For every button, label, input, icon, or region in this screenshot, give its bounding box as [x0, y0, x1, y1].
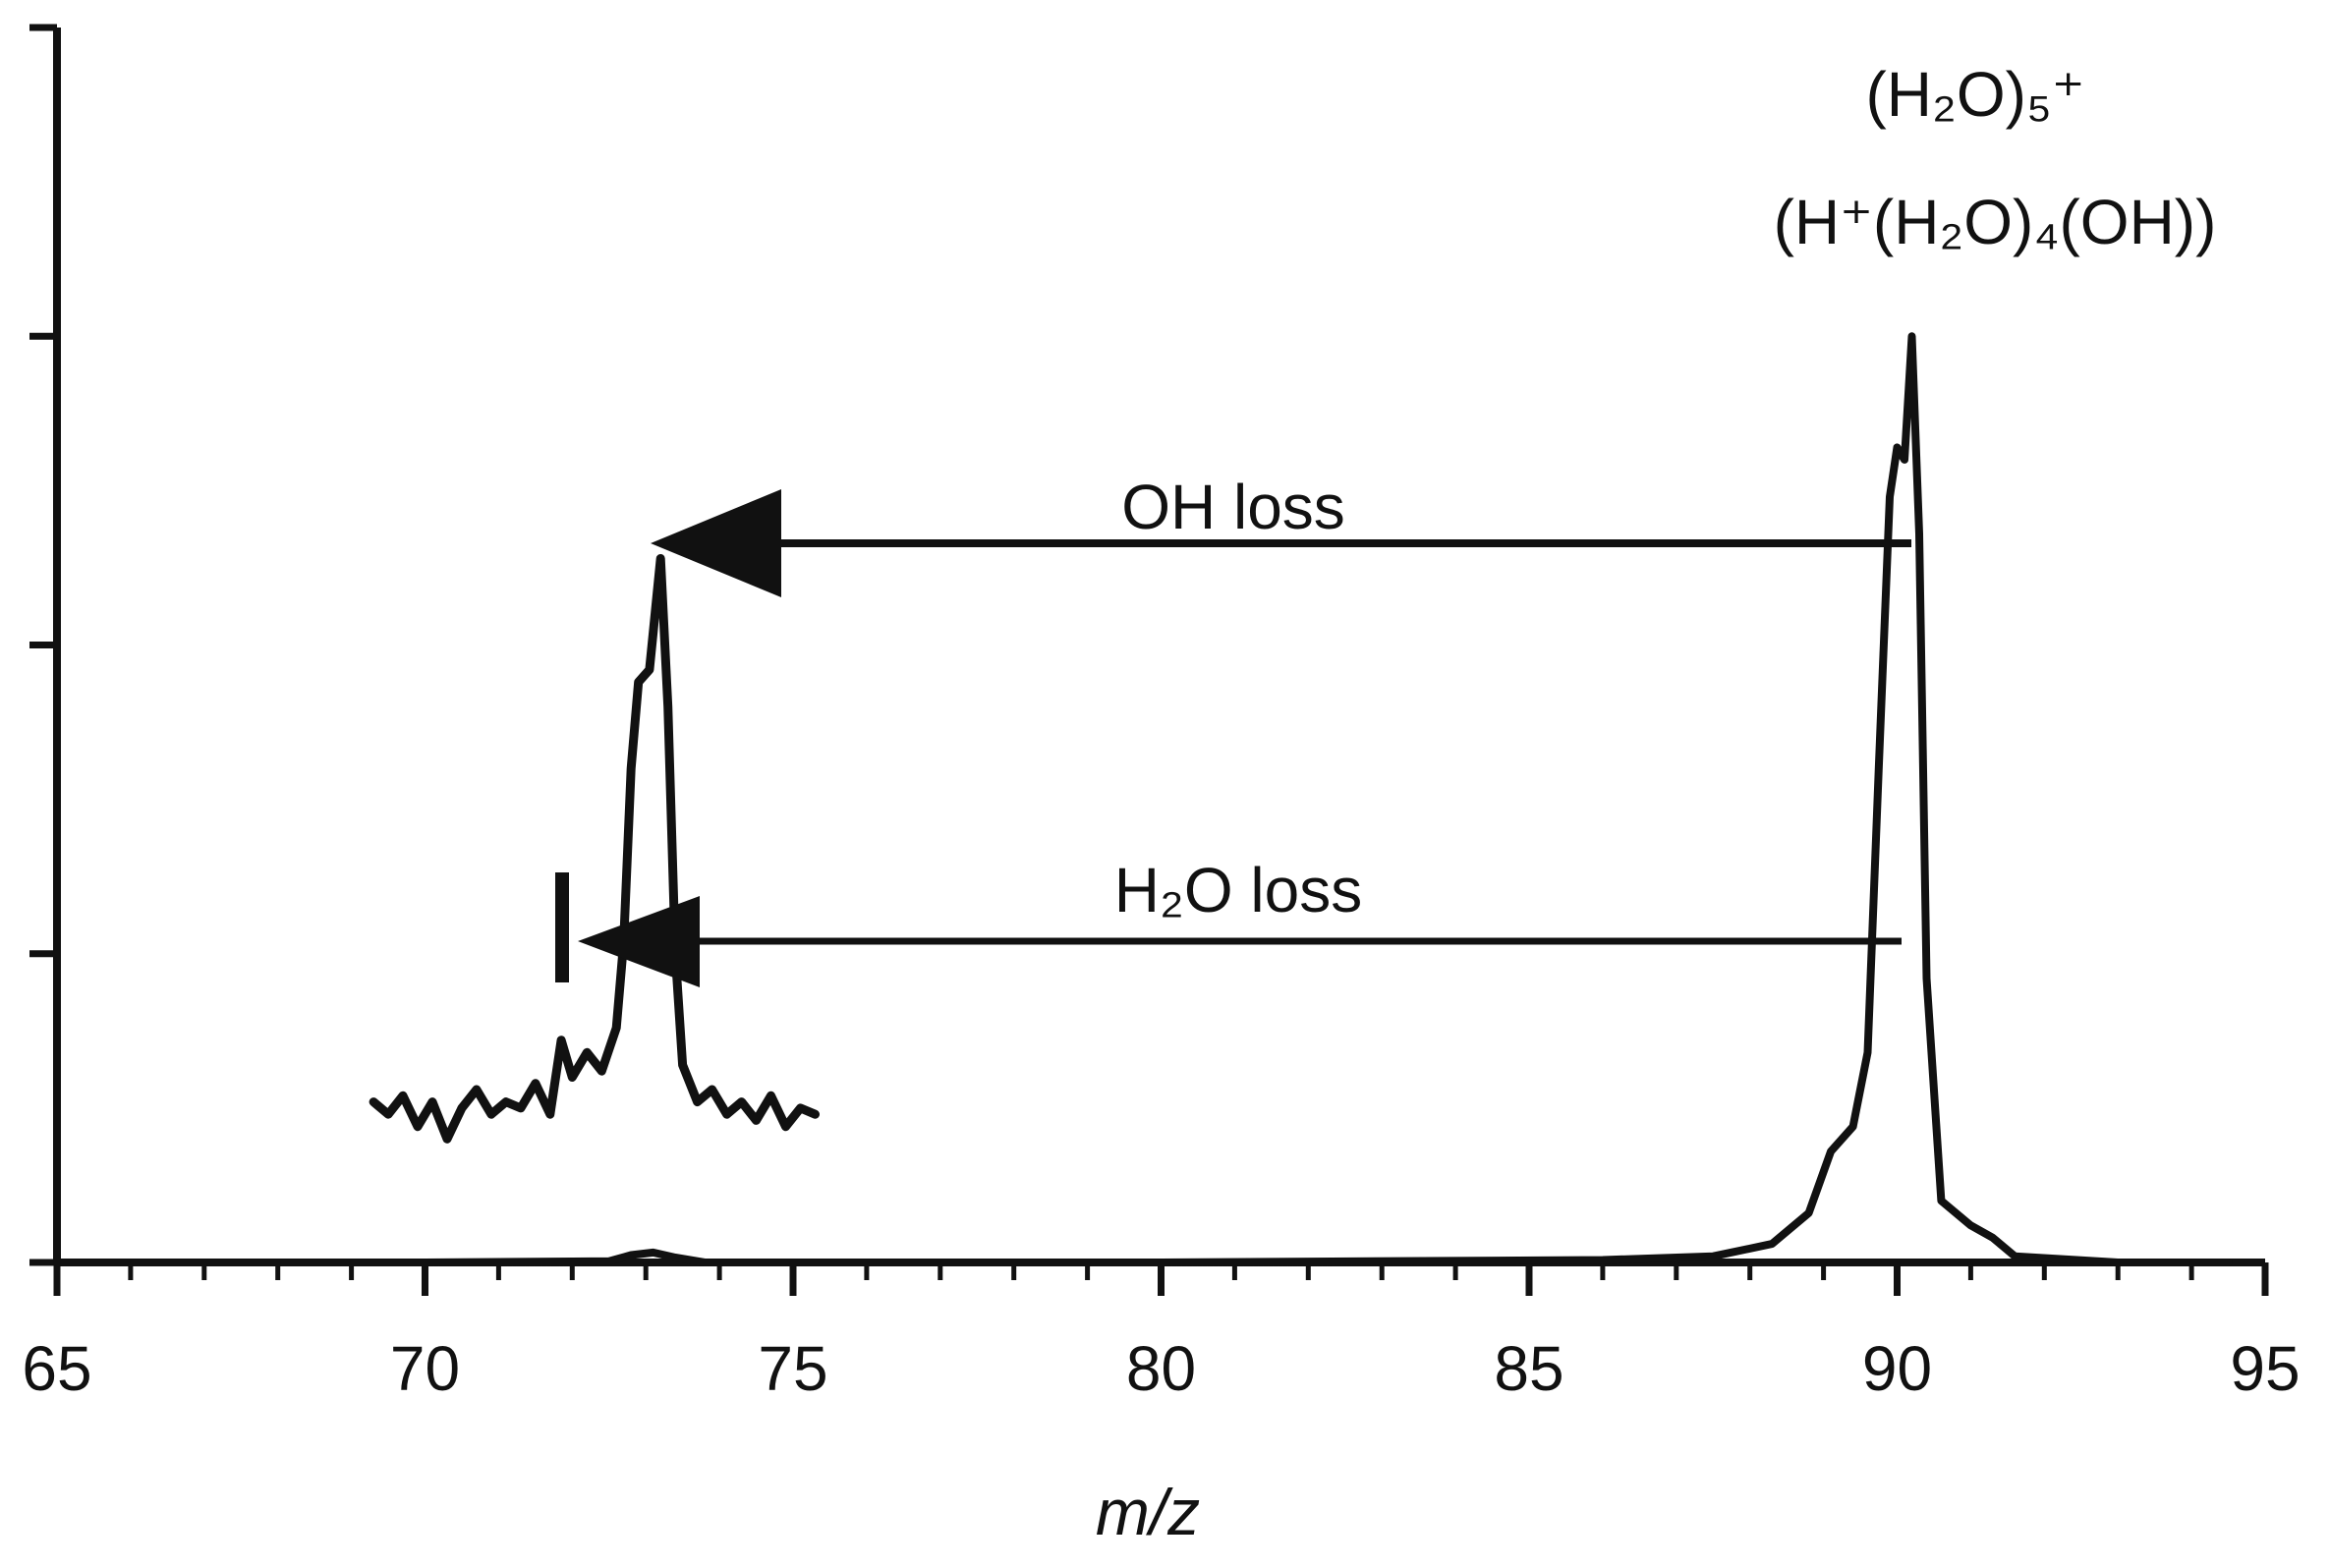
- x-tick-label: 70: [390, 1333, 460, 1404]
- series-layer: [53, 332, 2233, 1266]
- labels-layer: m/z (H₂O)₅⁺ (H⁺(H₂O)₄(OH)) OH loss H₂O l…: [1096, 59, 2217, 1548]
- x-tick-label: 90: [1862, 1333, 1932, 1404]
- peak-label-line2: (H⁺(H₂O)₄(OH)): [1774, 187, 2217, 257]
- oh-loss-label: OH loss: [1121, 472, 1345, 542]
- peak-label-line2-text: (H⁺(H₂O)₄(OH)): [1774, 187, 2217, 257]
- oh-loss-arrow-head: [651, 489, 781, 597]
- water-loss-label: H₂O loss: [1114, 855, 1362, 925]
- series-line-main-spectrum: [53, 332, 2233, 1266]
- peak-label-line1: (H₂O)₅⁺: [1865, 59, 2084, 130]
- x-tick-label: 65: [22, 1333, 91, 1404]
- series-line-inset-spectrum: [369, 554, 820, 1144]
- x-axis-title: m/z: [1096, 1476, 1200, 1548]
- x-tick-label: 95: [2230, 1333, 2300, 1404]
- water-loss-arrow-head: [578, 896, 700, 987]
- peak-label-line1-text: (H₂O)₅⁺: [1865, 59, 2084, 130]
- arrows-layer: [555, 489, 1911, 987]
- x-tick-label: 75: [758, 1333, 827, 1404]
- x-tick-label: 85: [1494, 1333, 1563, 1404]
- x-tick-label: 80: [1126, 1333, 1196, 1404]
- axis-ticks: 65 70 75 80 85 90 95: [22, 24, 2301, 1404]
